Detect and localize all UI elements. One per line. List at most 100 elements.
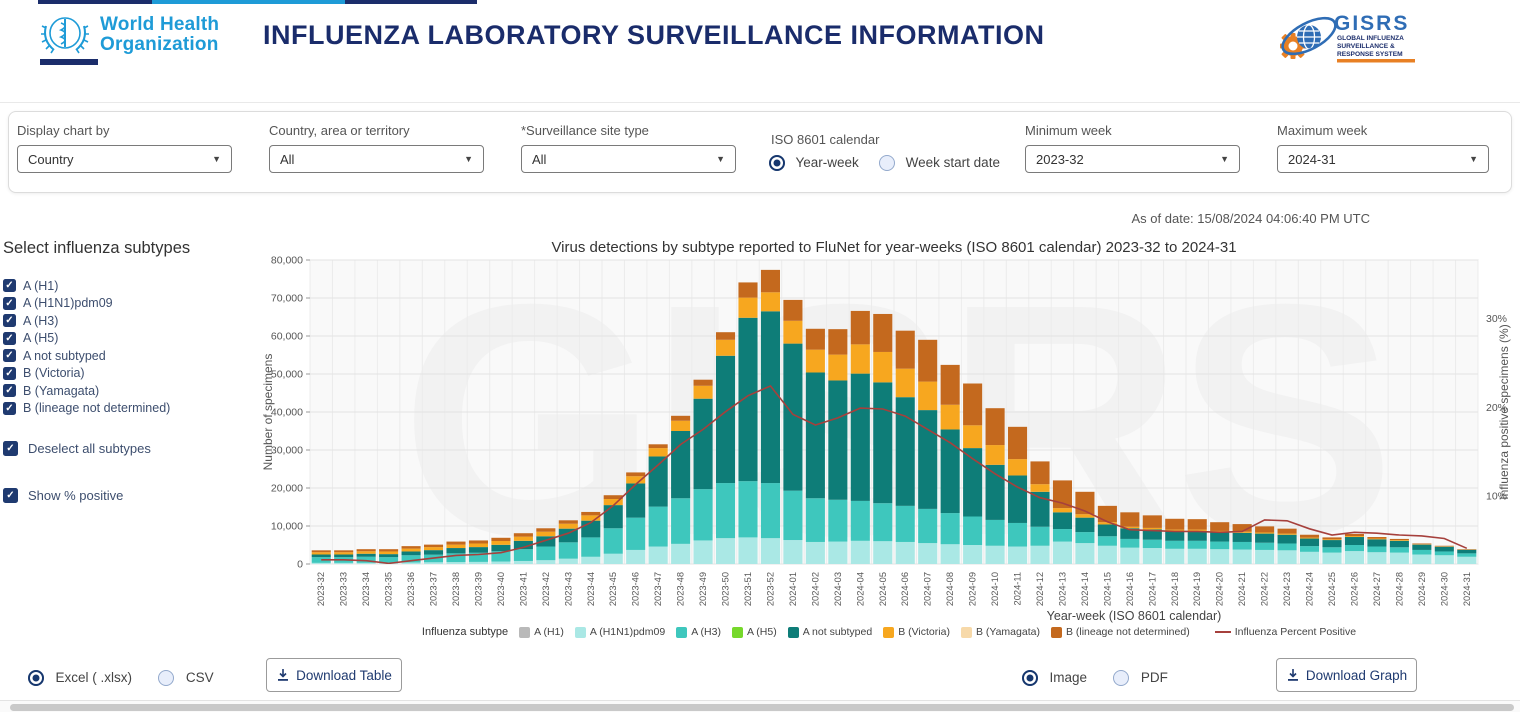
bar-segment[interactable] (715, 339, 736, 356)
bar-segment[interactable] (1052, 480, 1073, 509)
bar-segment[interactable] (536, 546, 556, 561)
subtype-row[interactable]: ✓ A (H1N1)pdm09 (3, 295, 170, 313)
bar-segment[interactable] (356, 562, 376, 564)
bar-segment[interactable] (873, 541, 893, 564)
subtype-checkbox[interactable]: ✓ (3, 279, 16, 293)
bar-segment[interactable] (1097, 522, 1117, 525)
bar-segment[interactable] (491, 561, 511, 564)
bar-segment[interactable] (1232, 532, 1252, 542)
bar-segment[interactable] (1232, 541, 1252, 550)
bar-segment[interactable] (581, 556, 601, 564)
bar-segment[interactable] (1299, 537, 1320, 539)
bar-segment[interactable] (918, 381, 938, 411)
bar-segment[interactable] (1367, 538, 1387, 540)
csv-radio-label[interactable]: CSV (185, 670, 214, 686)
bar-segment[interactable] (693, 379, 713, 386)
bar-segment[interactable] (1120, 538, 1140, 548)
display-chart-by-select[interactable]: Country ▼ (17, 145, 232, 173)
bar-segment[interactable] (1412, 544, 1432, 550)
bar-segment[interactable] (918, 508, 938, 544)
virus-detections-chart[interactable]: Virus detections by subtype reported to … (258, 236, 1520, 626)
subtype-checkbox[interactable]: ✓ (3, 366, 16, 380)
bar-segment[interactable] (1007, 522, 1028, 547)
bar-segment[interactable] (648, 448, 668, 457)
bar-segment[interactable] (1165, 548, 1185, 564)
bar-segment[interactable] (1255, 532, 1275, 534)
scrollbar-thumb[interactable] (10, 703, 1514, 711)
maximum-week-select[interactable]: 2024-31 ▼ (1277, 145, 1489, 173)
bar-segment[interactable] (850, 500, 870, 541)
bar-segment[interactable] (334, 562, 354, 564)
bar-segment[interactable] (963, 425, 983, 449)
bar-segment[interactable] (468, 547, 489, 553)
country-select[interactable]: All ▼ (269, 145, 484, 173)
bar-segment[interactable] (1277, 528, 1297, 534)
bar-segment[interactable] (1434, 546, 1454, 552)
bar-segment[interactable] (850, 344, 870, 374)
bar-segment[interactable] (760, 269, 781, 293)
legend-item[interactable]: A (H3) (676, 626, 721, 638)
year-week-radio-label[interactable]: Year-week (795, 155, 859, 171)
bar-segment[interactable] (1299, 538, 1320, 547)
subtype-checkbox[interactable]: ✓ (3, 331, 16, 345)
bar-segment[interactable] (1255, 549, 1275, 564)
legend-item[interactable]: B (Victoria) (883, 626, 950, 638)
bar-segment[interactable] (1389, 540, 1409, 541)
bar-segment[interactable] (648, 444, 668, 449)
bar-segment[interactable] (895, 505, 915, 542)
bar-segment[interactable] (1389, 552, 1409, 564)
bar-segment[interactable] (783, 320, 803, 344)
bar-segment[interactable] (828, 354, 848, 381)
legend-item[interactable]: A (H1N1)pdm09 (574, 626, 665, 638)
bar-segment[interactable] (1165, 530, 1185, 541)
bar-segment[interactable] (334, 554, 354, 558)
bar-segment[interactable] (895, 368, 915, 398)
bar-segment[interactable] (626, 549, 646, 564)
excel-radio-label[interactable]: Excel ( .xlsx) (55, 670, 132, 686)
legend-item[interactable]: A (H5) (731, 626, 777, 638)
bar-segment[interactable] (626, 483, 646, 518)
bar-segment[interactable] (940, 364, 960, 405)
percent-positive-line[interactable] (321, 385, 1468, 564)
bar-segment[interactable] (1232, 524, 1252, 532)
bar-segment[interactable] (1412, 549, 1432, 555)
bar-segment[interactable] (581, 537, 601, 557)
bar-segment[interactable] (536, 531, 556, 537)
bar-segment[interactable] (805, 328, 825, 350)
bar-segment[interactable] (1030, 545, 1050, 564)
bar-segment[interactable] (828, 380, 848, 500)
bar-segment[interactable] (985, 445, 1005, 465)
bar-segment[interactable] (1299, 551, 1320, 564)
bar-segment[interactable] (693, 385, 713, 399)
bar-segment[interactable] (1120, 528, 1140, 539)
image-radio-label[interactable]: Image (1049, 670, 1087, 686)
bar-segment[interactable] (311, 554, 331, 558)
bar-segment[interactable] (491, 551, 511, 562)
bar-segment[interactable] (1187, 529, 1207, 531)
bar-segment[interactable] (671, 420, 691, 431)
bar-segment[interactable] (1052, 512, 1073, 530)
bar-segment[interactable] (963, 383, 983, 426)
bar-segment[interactable] (715, 332, 736, 340)
bar-segment[interactable] (985, 464, 1005, 520)
subtype-row[interactable]: ✓ A not subtyped (3, 347, 170, 365)
bar-segment[interactable] (985, 408, 1005, 446)
excel-radio[interactable] (28, 669, 44, 686)
year-week-radio[interactable] (769, 154, 785, 171)
bar-segment[interactable] (536, 560, 556, 564)
bar-segment[interactable] (738, 481, 758, 538)
site-type-select[interactable]: All ▼ (521, 145, 736, 173)
subtype-row[interactable]: ✓ B (Victoria) (3, 365, 170, 383)
bar-segment[interactable] (783, 540, 803, 564)
bar-segment[interactable] (738, 297, 758, 318)
bar-segment[interactable] (963, 516, 983, 546)
bar-segment[interactable] (1142, 539, 1162, 549)
bar-segment[interactable] (1030, 461, 1050, 485)
bar-segment[interactable] (1299, 546, 1320, 552)
bar-segment[interactable] (715, 355, 736, 484)
bar-segment[interactable] (446, 553, 466, 563)
bar-segment[interactable] (760, 483, 781, 539)
bar-segment[interactable] (895, 397, 915, 506)
bar-segment[interactable] (715, 538, 736, 564)
bar-segment[interactable] (1344, 545, 1365, 552)
